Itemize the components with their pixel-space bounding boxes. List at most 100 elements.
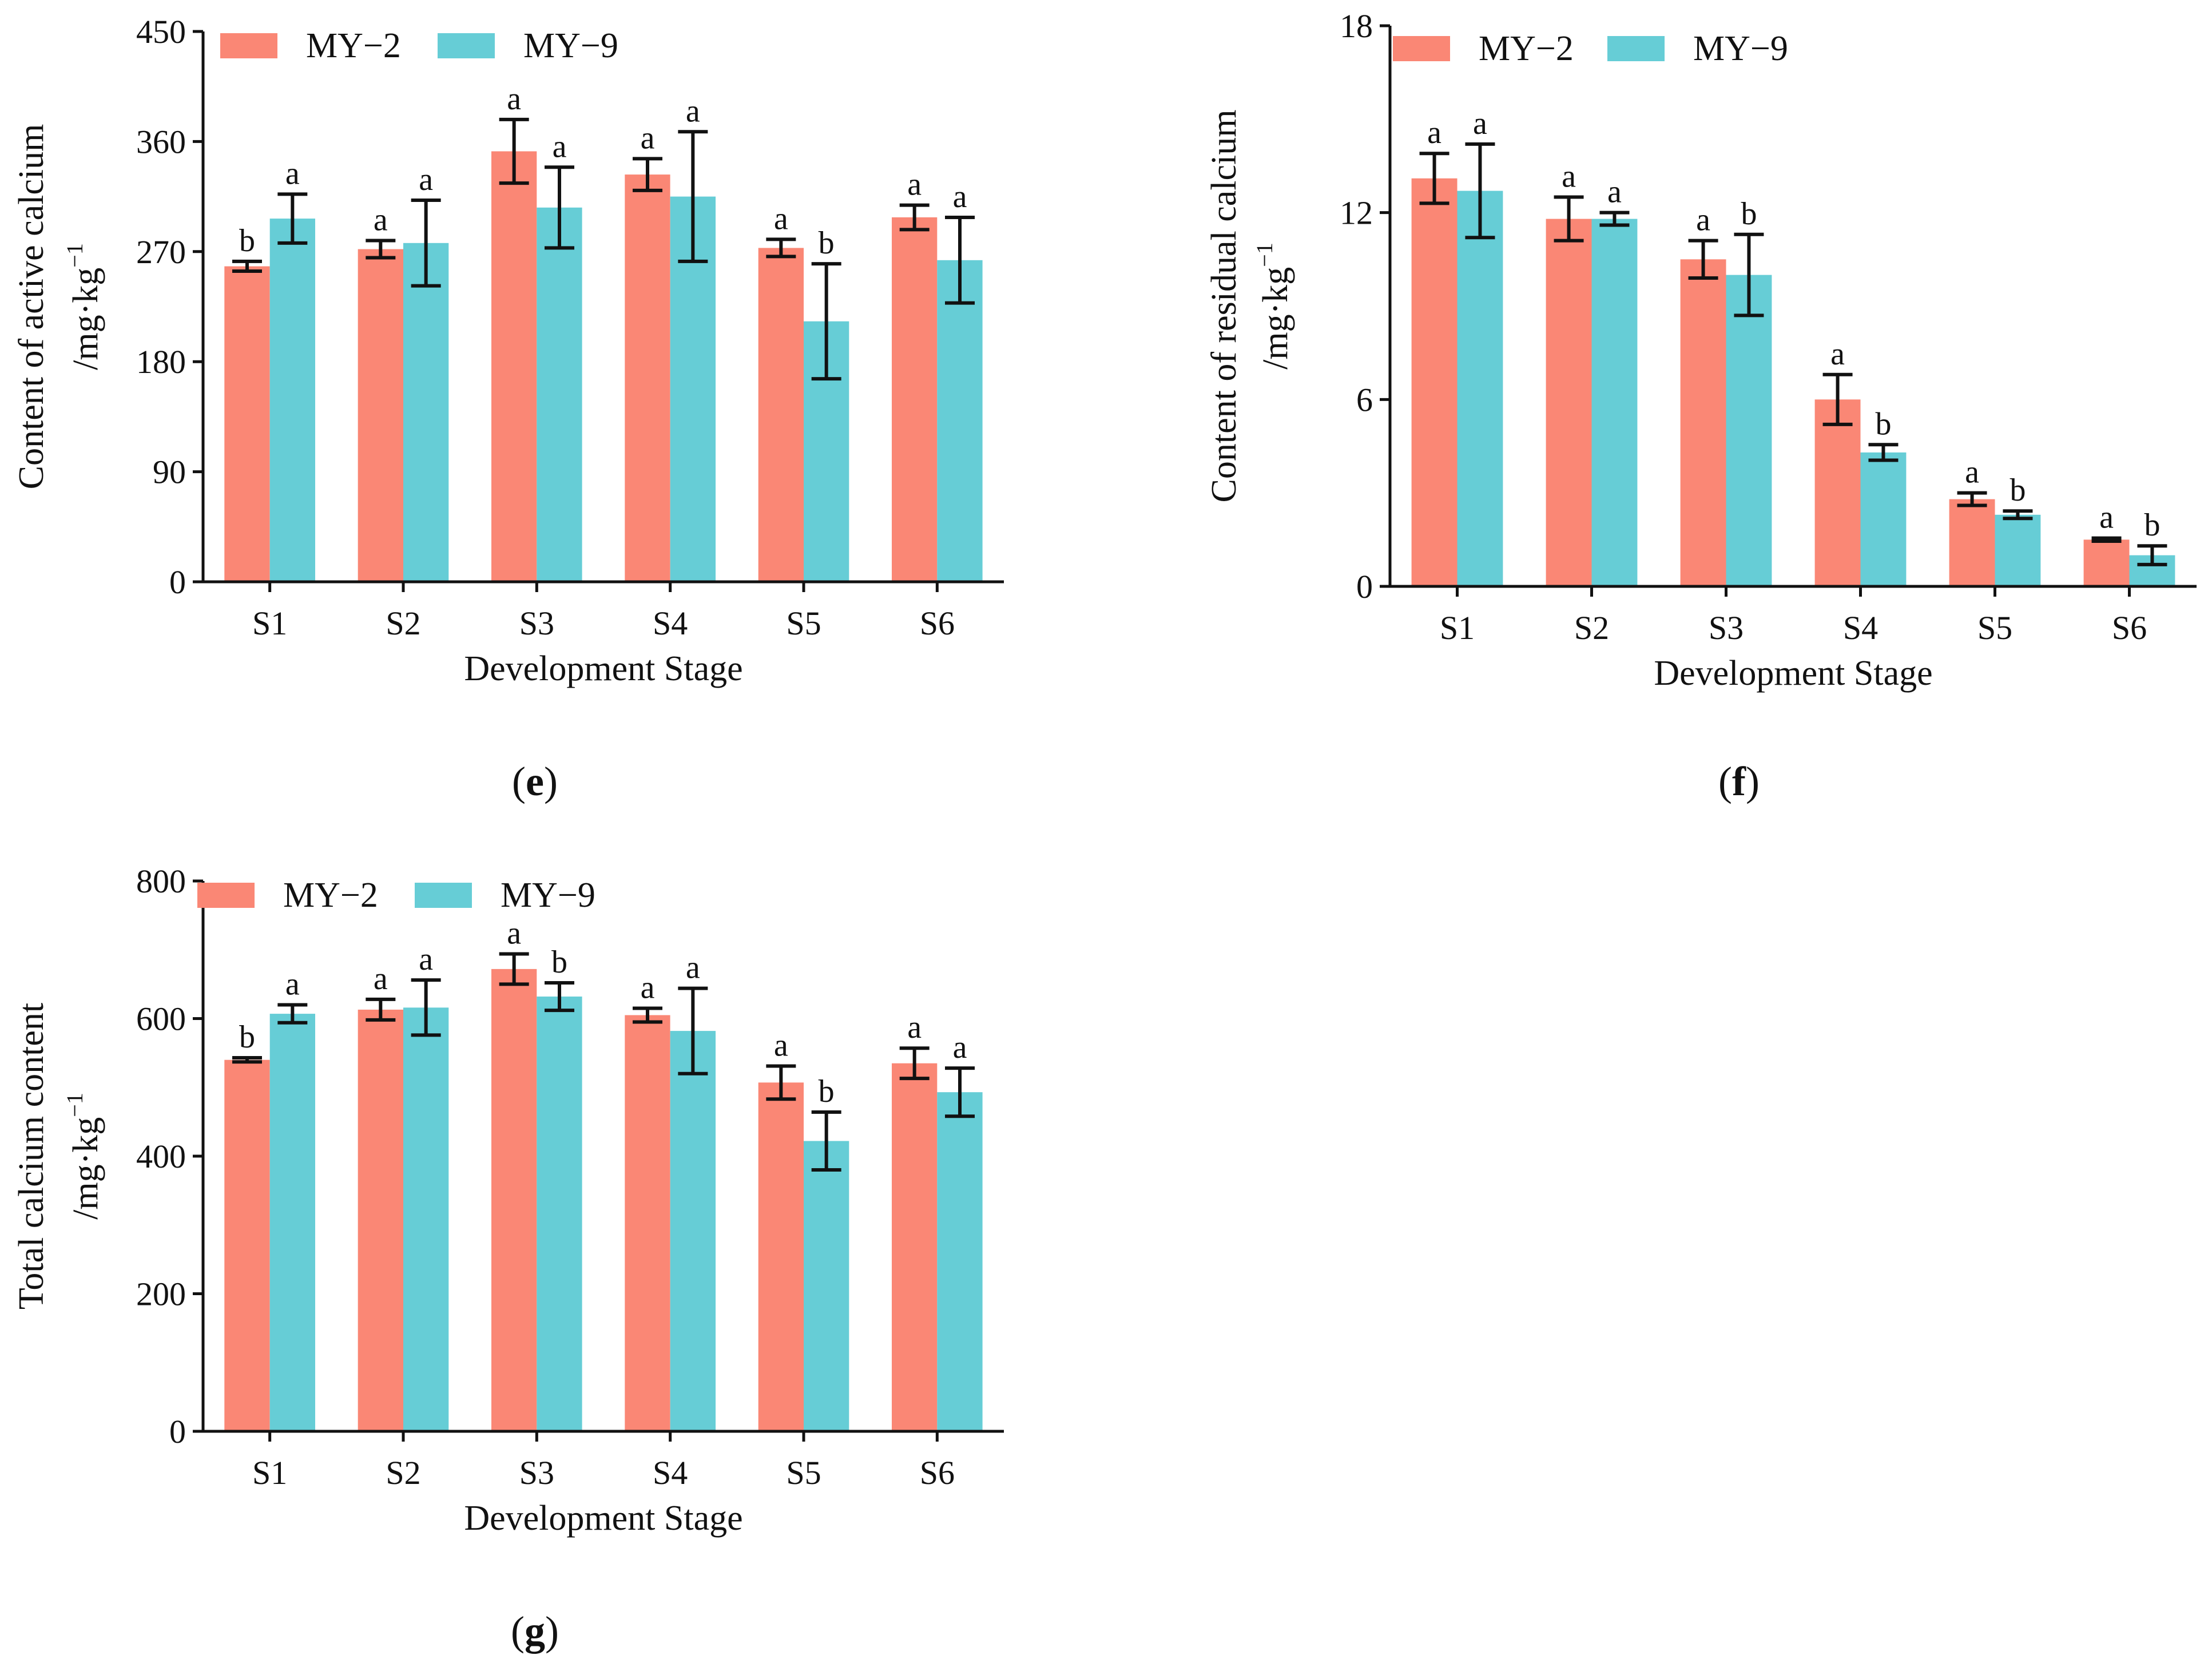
error-bar xyxy=(678,130,708,263)
significance-letter: a xyxy=(953,1030,967,1065)
error-bar xyxy=(1957,491,1987,507)
bar-MY2-S5 xyxy=(1949,499,1995,586)
y-axis-unit: /mg·kg−1 xyxy=(62,1093,105,1220)
error-bar xyxy=(1419,152,1449,205)
y-tick-label: 0 xyxy=(169,1413,186,1450)
x-tick-label: S1 xyxy=(252,1454,287,1491)
significance-letter: a xyxy=(774,1028,788,1063)
error-bar xyxy=(1822,372,1853,426)
bar-MY2-S1 xyxy=(224,1059,270,1431)
y-tick-label: 90 xyxy=(153,454,186,491)
bar-MY2-S4 xyxy=(1814,399,1861,586)
significance-letter: a xyxy=(686,93,700,129)
y-axis-title: Content of residual calcium xyxy=(1205,110,1244,503)
error-bar xyxy=(811,262,841,381)
legend-swatch-my9 xyxy=(1607,36,1665,61)
bar-MY9-S1 xyxy=(269,219,315,582)
legend-label: MY−9 xyxy=(1693,29,1788,68)
y-axis-unit-text: /mg·kg xyxy=(66,1117,105,1220)
significance-letter: a xyxy=(507,81,521,117)
bar-MY2-S6 xyxy=(2083,539,2130,586)
legend-swatch-my9 xyxy=(438,33,495,58)
bar-MY9-S1 xyxy=(269,1014,315,1431)
error-bar xyxy=(1465,142,1495,240)
significance-letter: a xyxy=(374,961,388,997)
error-bar xyxy=(411,199,441,288)
error-bar xyxy=(232,1056,262,1064)
x-tick-label: S3 xyxy=(1709,609,1744,646)
legend-swatch-my2 xyxy=(197,883,255,908)
significance-letter: a xyxy=(285,966,300,1002)
y-tick-label: 400 xyxy=(136,1138,186,1175)
significance-letter: b xyxy=(1875,406,1891,442)
x-tick-label: S4 xyxy=(1843,609,1878,646)
error-bar xyxy=(766,1064,796,1101)
significance-letter: a xyxy=(641,970,655,1006)
bar-MY9-S4 xyxy=(1860,452,1907,586)
bar-MY9-S6 xyxy=(937,1092,983,1431)
legend-label: MY−9 xyxy=(523,26,618,65)
error-bar xyxy=(545,981,574,1013)
x-tick-label: S5 xyxy=(786,1454,821,1491)
x-tick-label: S1 xyxy=(252,605,287,642)
y-axis-title: Total calcium content xyxy=(12,1003,51,1309)
bar-MY9-S5 xyxy=(804,1141,849,1431)
error-bar xyxy=(2137,544,2167,566)
significance-letter: a xyxy=(774,201,788,236)
significance-letter: a xyxy=(2099,500,2114,535)
significance-letter: a xyxy=(1965,455,1979,490)
x-tick-label: S1 xyxy=(1440,609,1475,646)
y-tick-label: 450 xyxy=(136,13,186,50)
x-tick-label: S6 xyxy=(2112,609,2147,646)
error-bar xyxy=(2091,536,2122,543)
significance-letter: a xyxy=(907,167,922,203)
bar-MY9-S2 xyxy=(1591,219,1638,587)
bar-MY2-S2 xyxy=(358,249,403,582)
x-tick-label: S2 xyxy=(386,1454,420,1491)
significance-letter: b xyxy=(1741,196,1757,232)
error-bar xyxy=(678,986,708,1075)
x-axis-title: Development Stage xyxy=(1654,654,1932,693)
error-bar xyxy=(277,192,308,245)
significance-letter: a xyxy=(507,916,521,951)
error-bar xyxy=(545,165,574,250)
y-axis-unit-text: /mg·kg xyxy=(66,268,105,370)
significance-letter: a xyxy=(1427,115,1441,150)
panel-label: (f) xyxy=(1718,759,1760,804)
error-bar xyxy=(766,237,796,259)
error-bar xyxy=(499,117,529,185)
significance-letter: a xyxy=(374,203,388,238)
bar-MY2-S4 xyxy=(625,174,670,582)
significance-letter: b xyxy=(239,223,255,259)
y-tick-label: 18 xyxy=(1340,7,1373,45)
x-tick-label: S6 xyxy=(920,605,955,642)
x-tick-label: S2 xyxy=(386,605,420,642)
x-tick-label: S3 xyxy=(519,1454,554,1491)
legend-label: MY−9 xyxy=(501,876,595,915)
error-bar xyxy=(366,239,396,260)
x-tick-label: S6 xyxy=(920,1454,955,1491)
bar-MY2-S3 xyxy=(491,969,537,1431)
significance-letter: b xyxy=(819,225,835,261)
panel-label: (e) xyxy=(512,759,558,804)
significance-letter: a xyxy=(419,162,433,197)
error-bar xyxy=(411,978,441,1037)
panel-label-letter: f xyxy=(1732,759,1746,804)
x-axis-title: Development Stage xyxy=(464,1499,742,1538)
bar-MY2-S3 xyxy=(491,151,537,582)
significance-letter: a xyxy=(553,129,567,164)
significance-letter: a xyxy=(953,179,967,215)
y-axis-unit-exponent: −1 xyxy=(1252,243,1277,267)
error-bar xyxy=(2003,509,2033,521)
bar-MY9-S2 xyxy=(403,1007,449,1431)
significance-letter: a xyxy=(641,120,655,156)
significance-letter: a xyxy=(1696,203,1710,238)
x-tick-label: S5 xyxy=(1977,609,2012,646)
error-bar xyxy=(1688,239,1718,280)
y-tick-label: 600 xyxy=(136,1001,186,1038)
bar-MY2-S5 xyxy=(758,248,804,582)
x-tick-label: S5 xyxy=(786,605,821,642)
